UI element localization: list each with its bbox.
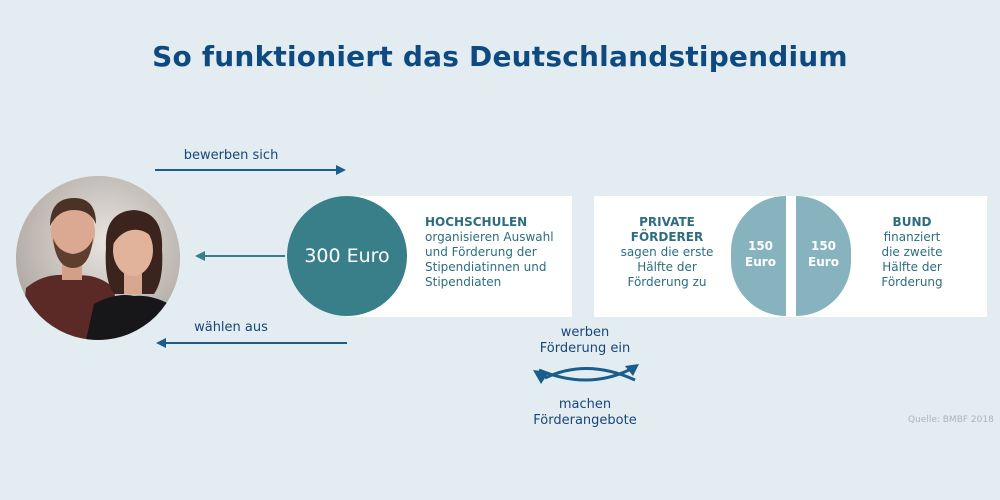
exchange-top-label: werben Förderung ein bbox=[520, 325, 650, 357]
source-note: Quelle: BMBF 2018 bbox=[908, 415, 994, 425]
exchange-top-line1: werben bbox=[560, 325, 610, 340]
page-title: So funktioniert das Deutschlandstipendiu… bbox=[152, 40, 848, 73]
bund-line2: die zweite bbox=[881, 245, 943, 259]
bund-heading: BUND bbox=[892, 215, 932, 229]
amount-arrow bbox=[195, 251, 285, 261]
exchange-bottom-line2: Förderangebote bbox=[533, 413, 637, 428]
private-heading-1: PRIVATE bbox=[639, 215, 695, 229]
funders-panel bbox=[594, 196, 987, 317]
hochschulen-line3: Stipendiatinnen und bbox=[425, 260, 547, 274]
students-photo bbox=[16, 176, 180, 340]
exchange-bottom-line1: machen bbox=[558, 397, 612, 412]
bund-text: BUND finanziert die zweite Hälfte der Fö… bbox=[862, 215, 962, 290]
private-amount-value: 150 bbox=[747, 239, 774, 253]
bund-line4: Förderung bbox=[881, 275, 943, 289]
exchange-arrows bbox=[533, 364, 639, 384]
private-line2: Hälfte der bbox=[637, 260, 697, 274]
select-arrow bbox=[156, 338, 347, 348]
select-arrow-label: wählen aus bbox=[194, 320, 268, 335]
private-heading-2: FÖRDERER bbox=[630, 230, 704, 244]
exchange-bottom-label: machen Förderangebote bbox=[520, 397, 650, 429]
private-line3: Förderung zu bbox=[627, 275, 707, 289]
private-line1: sagen die erste bbox=[620, 245, 714, 259]
apply-arrow-label: bewerben sich bbox=[183, 148, 279, 163]
hochschulen-heading: HOCHSCHULEN bbox=[425, 215, 528, 229]
amount-circle: 300 Euro bbox=[287, 196, 407, 316]
hochschulen-text: HOCHSCHULEN organisieren Auswahl und För… bbox=[425, 215, 570, 290]
private-text: PRIVATE FÖRDERER sagen die erste Hälfte … bbox=[606, 215, 728, 290]
private-amount-unit: Euro bbox=[745, 255, 776, 269]
apply-arrow bbox=[155, 165, 346, 175]
amount-label: 300 Euro bbox=[304, 245, 390, 267]
hochschulen-line4: Stipendiaten bbox=[425, 275, 502, 289]
bund-amount-value: 150 bbox=[810, 239, 837, 253]
bund-amount-unit: Euro bbox=[808, 255, 839, 269]
bund-line1: finanziert bbox=[883, 230, 941, 244]
hochschulen-line1: organisieren Auswahl bbox=[425, 230, 554, 244]
exchange-top-line2: Förderung ein bbox=[539, 341, 631, 356]
hochschulen-line2: und Förderung der bbox=[425, 245, 537, 259]
bund-line3: Hälfte der bbox=[882, 260, 942, 274]
